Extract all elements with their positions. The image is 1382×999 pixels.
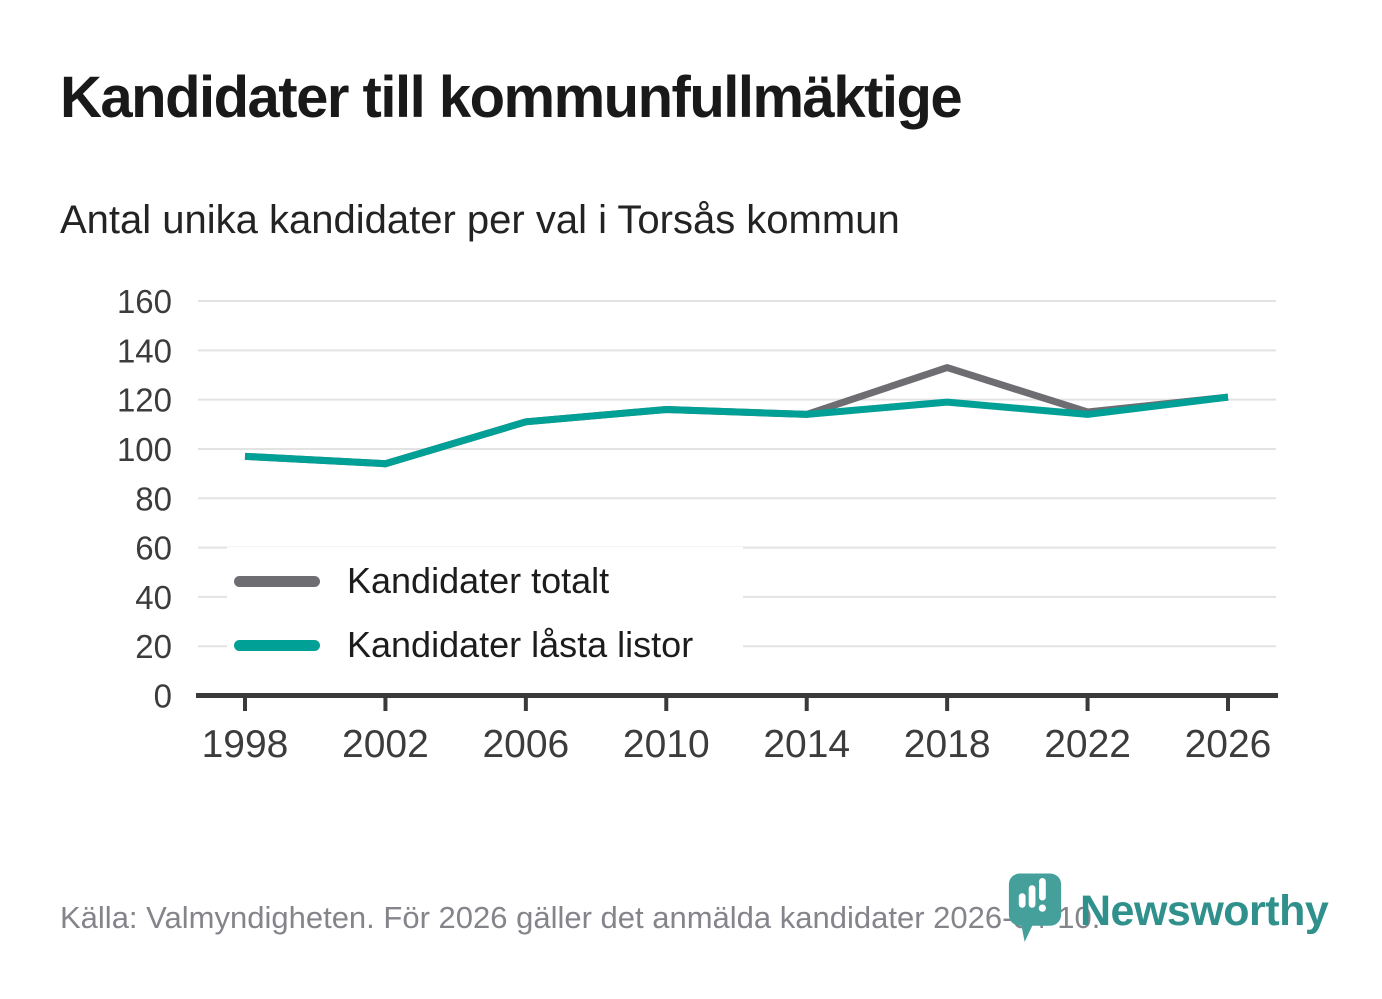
y-axis-tick-label: 100 — [117, 431, 172, 468]
legend-swatch-lasta-listor — [234, 639, 320, 651]
y-axis-tick-label: 140 — [117, 332, 172, 369]
newsworthy-logo-text: Newsworthy — [1080, 887, 1329, 935]
y-axis-tick-label: 80 — [135, 480, 172, 517]
y-axis-tick-label: 0 — [154, 678, 172, 715]
source-note: Källa: Valmyndigheten. För 2026 gäller d… — [60, 900, 1101, 935]
chart-subtitle: Antal unika kandidater per val i Torsås … — [60, 198, 900, 242]
x-axis-tick-label: 2018 — [904, 723, 991, 766]
x-axis-tick-label: 2006 — [482, 723, 569, 766]
legend-label-lasta-listor: Kandidater låsta listor — [347, 624, 694, 665]
newsworthy-logo[interactable]: Newsworthy — [1008, 872, 1329, 956]
chart-legend: Kandidater totalt Kandidater låsta listo… — [227, 547, 743, 679]
x-axis-tick-label: 2002 — [342, 723, 429, 766]
legend-item-lasta-listor: Kandidater låsta listor — [234, 617, 743, 673]
newsworthy-pin-icon — [1008, 873, 1062, 942]
y-axis-tick-label: 120 — [117, 382, 172, 419]
y-axis-tick-label: 160 — [117, 283, 172, 320]
series-line-1 — [244, 393, 1229, 468]
legend-label-totalt: Kandidater totalt — [347, 560, 610, 601]
y-axis-tick-label: 40 — [135, 579, 172, 616]
page-title: Kandidater till kommunfullmäktige — [60, 65, 963, 130]
y-axis-tick-label: 20 — [135, 628, 172, 665]
y-axis-tick-label: 60 — [135, 530, 172, 567]
x-axis-tick-label: 2022 — [1044, 723, 1131, 766]
x-axis-tick-label: 2014 — [763, 723, 850, 766]
x-axis-tick-label: 2010 — [623, 723, 710, 766]
x-axis-tick-label: 2026 — [1185, 723, 1272, 766]
legend-item-totalt: Kandidater totalt — [234, 553, 743, 609]
x-axis-tick-label: 1998 — [202, 723, 289, 766]
legend-swatch-totalt — [234, 575, 320, 587]
